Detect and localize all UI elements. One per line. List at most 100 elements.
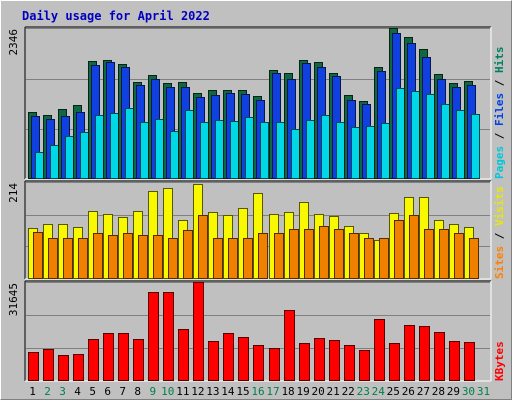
bar-sites-day-22 [349, 233, 359, 279]
y-max-label: 31645 [7, 283, 20, 316]
bar-kbytes-day-25 [389, 343, 400, 381]
bar-pages-day-25 [396, 88, 405, 179]
bar-pages-day-26 [411, 91, 420, 179]
x-tick-label: 24 [372, 385, 386, 398]
bar-kbytes-day-26 [404, 325, 415, 381]
bar-kbytes-day-8 [133, 339, 144, 381]
x-tick-label: 19 [296, 385, 309, 398]
bar-pages-day-7 [125, 108, 134, 179]
legend-item-4: Hits [493, 47, 506, 74]
bar-pages-day-2 [50, 145, 59, 179]
bar-sites-day-23 [364, 238, 374, 279]
x-tick-label: 26 [402, 385, 415, 398]
bar-pages-day-9 [155, 119, 164, 179]
x-tick-label: 14 [221, 385, 235, 398]
bar-pages-day-20 [321, 115, 330, 179]
bar-kbytes-day-30 [464, 342, 475, 381]
x-tick-label: 12 [191, 385, 204, 398]
bar-sites-day-9 [153, 235, 163, 279]
bar-kbytes-day-6 [103, 333, 114, 381]
x-tick-label: 23 [357, 385, 370, 398]
bar-pages-day-30 [471, 114, 480, 179]
bar-sites-day-15 [243, 238, 253, 279]
x-tick-label: 31 [477, 385, 490, 398]
bar-kbytes-day-18 [284, 310, 295, 381]
bar-kbytes-day-20 [314, 338, 325, 381]
bar-kbytes-day-15 [238, 337, 249, 381]
x-tick-label: 18 [281, 385, 294, 398]
bar-pages-day-10 [170, 131, 179, 179]
bar-kbytes-day-10 [163, 292, 174, 381]
bar-sites-day-28 [439, 229, 449, 279]
bar-sites-day-19 [304, 229, 314, 279]
bar-sites-day-27 [424, 229, 434, 279]
bar-kbytes-day-11 [178, 329, 189, 381]
x-tick-label: 9 [149, 385, 156, 398]
bar-kbytes-day-3 [58, 355, 69, 381]
bar-sites-day-20 [319, 226, 329, 279]
bar-sites-day-6 [108, 235, 118, 279]
bar-pages-day-17 [276, 122, 285, 179]
bar-sites-day-2 [48, 238, 58, 279]
legend-item-2: Files [493, 93, 506, 126]
legend-hits-files-pages: Pages / Files / Hits [493, 47, 506, 180]
bar-kbytes-day-22 [344, 345, 355, 381]
legend-item-2: Visits [493, 186, 506, 226]
x-tick-label: 25 [387, 385, 400, 398]
y-max-label: 2346 [7, 29, 20, 56]
legend-item-0: Pages [493, 146, 506, 179]
legend-item-3: / [493, 73, 506, 93]
bar-pages-day-24 [381, 123, 390, 179]
bar-kbytes-day-12 [193, 282, 204, 381]
bar-sites-day-11 [183, 230, 193, 279]
bar-pages-day-6 [110, 113, 119, 179]
bar-sites-day-18 [289, 229, 299, 279]
x-tick-label: 27 [417, 385, 430, 398]
x-tick-label: 16 [251, 385, 264, 398]
bar-pages-day-15 [245, 117, 254, 179]
chart-title: Daily usage for April 2022 [22, 9, 210, 23]
legend-item-1: / [493, 226, 506, 246]
x-tick-label: 8 [134, 385, 141, 398]
bar-pages-day-3 [65, 136, 74, 179]
bar-sites-day-30 [469, 238, 479, 279]
bar-kbytes-day-13 [208, 341, 219, 381]
bar-kbytes-day-24 [374, 319, 385, 381]
x-tick-label: 15 [236, 385, 249, 398]
x-tick-label: 17 [266, 385, 279, 398]
bar-sites-day-25 [394, 220, 404, 279]
x-tick-label: 2 [44, 385, 51, 398]
bar-kbytes-day-21 [329, 340, 340, 381]
bar-pages-day-14 [230, 121, 239, 179]
bar-kbytes-day-16 [253, 345, 264, 381]
bar-kbytes-day-14 [223, 333, 234, 381]
bar-kbytes-day-4 [73, 354, 84, 381]
bar-sites-day-24 [379, 238, 389, 279]
bar-sites-day-3 [63, 238, 73, 279]
x-tick-label: 3 [59, 385, 66, 398]
bar-pages-day-4 [80, 132, 89, 179]
bar-kbytes-day-9 [148, 292, 159, 381]
bar-kbytes-day-19 [299, 343, 310, 381]
bar-sites-day-16 [258, 233, 268, 279]
bar-sites-day-13 [213, 238, 223, 279]
bar-pages-day-13 [215, 120, 224, 179]
bar-kbytes-day-2 [43, 349, 54, 381]
bar-kbytes-day-17 [269, 348, 280, 381]
x-tick-label: 6 [104, 385, 111, 398]
bar-pages-day-11 [185, 110, 194, 179]
bar-kbytes-day-1 [28, 352, 39, 381]
bar-pages-day-27 [426, 94, 435, 179]
bar-sites-day-5 [93, 233, 103, 279]
x-tick-label: 11 [176, 385, 189, 398]
bar-sites-day-17 [274, 233, 284, 279]
bar-pages-day-21 [336, 122, 345, 179]
bar-kbytes-day-28 [434, 332, 445, 381]
x-tick-label: 20 [312, 385, 325, 398]
x-tick-label: 22 [342, 385, 355, 398]
x-tick-label: 4 [74, 385, 81, 398]
x-tick-label: 28 [432, 385, 445, 398]
bar-sites-day-21 [334, 229, 344, 279]
